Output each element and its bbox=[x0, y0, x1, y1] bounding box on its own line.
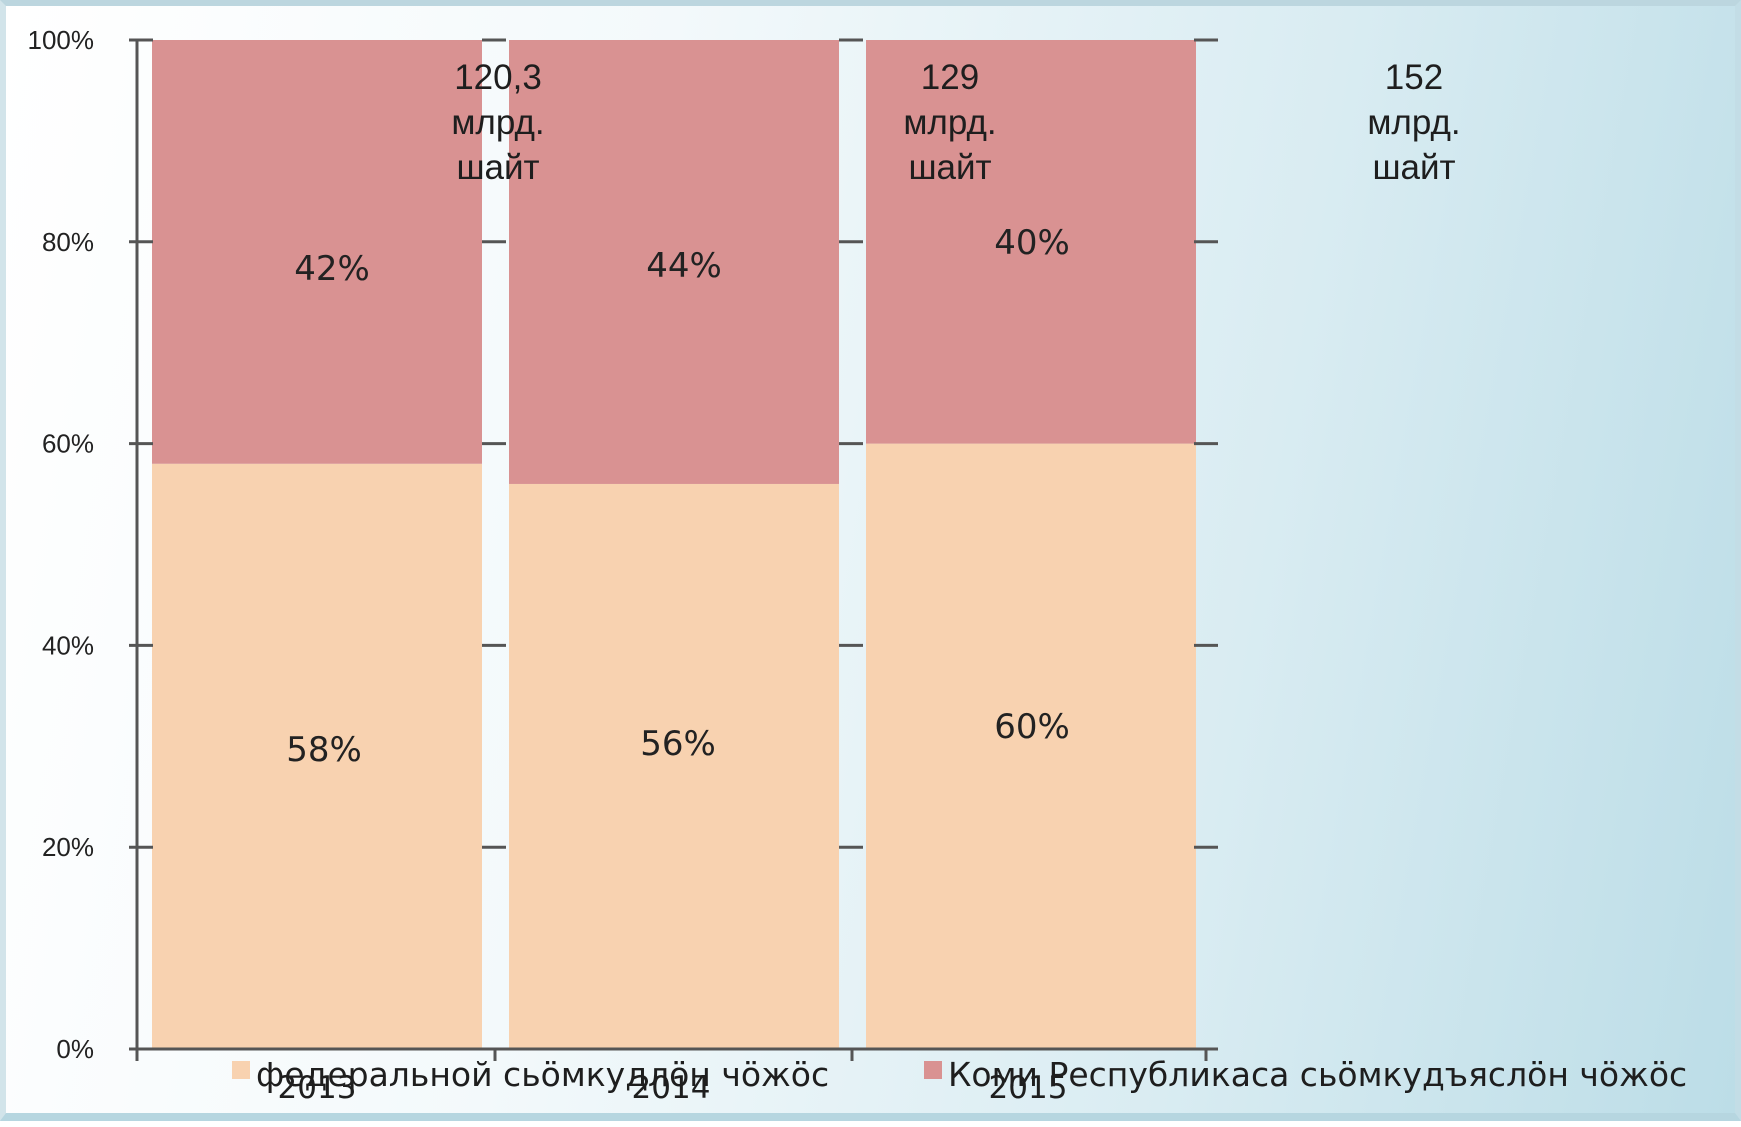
y-tick-label: 40% bbox=[42, 630, 94, 660]
bar-segment-2015-series-2 bbox=[866, 40, 1196, 444]
total-label-2014-line-3: шайт bbox=[908, 148, 991, 187]
legend-label-series-2: Коми Республикаса сьӧмкудъяслӧн чӧжӧс bbox=[948, 1055, 1687, 1094]
y-tick-label: 60% bbox=[42, 429, 94, 459]
total-label-2014-line-2: млрд. bbox=[903, 103, 996, 142]
legend-swatch-series-2 bbox=[924, 1061, 942, 1079]
data-label-2014-series-1: 56% bbox=[640, 724, 716, 764]
data-label-2015-series-2: 40% bbox=[994, 223, 1070, 263]
bar-segment-2014-series-1 bbox=[509, 483, 839, 1050]
x-tick-label-2013: 2013 bbox=[278, 1070, 357, 1106]
data-label-2013-series-1: 58% bbox=[286, 730, 362, 770]
y-tick-label: 100% bbox=[28, 25, 95, 55]
total-label-2015-line-3: шайт bbox=[1372, 148, 1455, 187]
bar-segment-2013-series-1 bbox=[152, 463, 482, 1049]
data-label-2013-series-2: 42% bbox=[294, 249, 370, 289]
total-label-2015-line-2: млрд. bbox=[1367, 103, 1460, 142]
total-label-2013-line-3: шайт bbox=[456, 148, 539, 187]
data-label-2015-series-1: 60% bbox=[994, 707, 1070, 747]
total-label-2015-line-1: 152 bbox=[1385, 58, 1443, 97]
bar-segment-2013-series-2 bbox=[152, 40, 482, 464]
y-tick-label: 0% bbox=[56, 1034, 94, 1064]
total-label-2014-line-1: 129 bbox=[921, 58, 979, 97]
legend-swatch-series-1 bbox=[232, 1061, 250, 1079]
x-tick-label-2015: 2015 bbox=[989, 1070, 1068, 1106]
data-label-2014-series-2: 44% bbox=[646, 246, 722, 286]
y-tick-label: 20% bbox=[42, 832, 94, 862]
stacked-percent-bar-chart: 0% 20% 40% 60% 80% 100% 58% 42% 56% 44% 60% 40% 120,… bbox=[28, 25, 1688, 1106]
bar-segment-2015-series-1 bbox=[866, 443, 1196, 1050]
x-tick-label-2014: 2014 bbox=[632, 1070, 711, 1106]
total-label-2013-line-1: 120,3 bbox=[454, 58, 542, 97]
total-label-2013-line-2: млрд. bbox=[451, 103, 544, 142]
y-tick-label: 80% bbox=[42, 227, 94, 257]
bar-segment-2014-series-2 bbox=[509, 40, 839, 484]
legend-label-series-1: федеральной сьӧмкудлӧн чӧжӧс bbox=[256, 1055, 829, 1094]
